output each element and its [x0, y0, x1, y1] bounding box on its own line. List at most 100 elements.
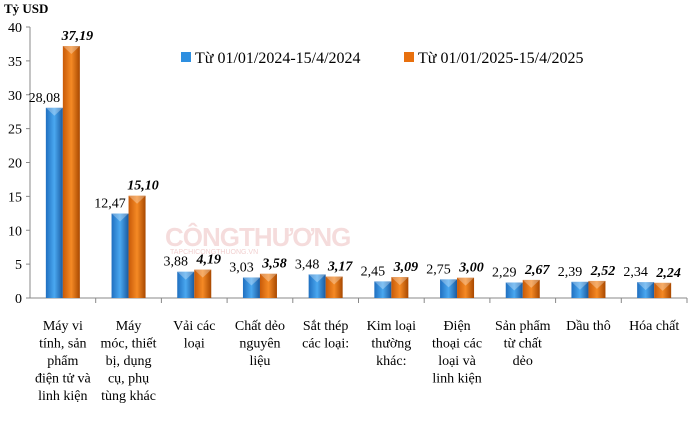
bar-2025 [62, 46, 80, 298]
legend-label: Từ 01/01/2025-15/4/2025 [418, 50, 584, 67]
category-label: Điện [443, 319, 470, 334]
data-label: 2,24 [655, 266, 681, 281]
bar-cap [325, 276, 343, 285]
category-label: các loại: [302, 337, 349, 352]
data-label: 2,52 [590, 264, 616, 279]
bar-cap [259, 273, 277, 282]
bar-2024 [505, 282, 523, 298]
bar-cap [45, 107, 63, 116]
category-label: tính, sản [39, 337, 86, 352]
data-label: 2,39 [558, 265, 583, 280]
category-label: móc, thiết [101, 337, 157, 352]
data-label: 2,29 [492, 265, 517, 280]
category-label: liệu [249, 354, 270, 369]
bar-cap [654, 282, 672, 291]
category-label: cụ, phụ [108, 372, 149, 387]
category-label: điện tử và [35, 372, 92, 387]
category-label: Sắt thép [303, 319, 349, 334]
category-label: Hóa chất [629, 319, 679, 334]
bar-cap [62, 46, 80, 55]
category-label: từ chất [504, 337, 542, 352]
bar-2024 [571, 281, 589, 298]
data-label: 15,10 [127, 179, 159, 194]
data-label: 37,19 [61, 29, 94, 44]
category-label: Máy [116, 319, 142, 334]
category-label: Chất dẻo [235, 319, 285, 334]
category-label: tùng khác [101, 389, 156, 404]
y-axis-label: Tỷ USD [4, 1, 48, 16]
data-label: 12,47 [94, 197, 126, 212]
y-tick-label: 20 [8, 157, 22, 172]
category-label: Sản phẩm [495, 319, 551, 334]
data-label: 3,03 [229, 260, 254, 275]
bar-cap [111, 213, 129, 222]
bar-cap [177, 271, 195, 280]
data-label: 4,19 [196, 253, 222, 268]
category-label: thường [371, 337, 411, 352]
bar-2025 [128, 195, 146, 298]
bar-2025 [457, 277, 475, 298]
category-label: Máy vi [43, 319, 83, 334]
y-tick-label: 25 [8, 123, 22, 138]
category-label: linh kiện [38, 389, 87, 404]
bar-2024 [440, 279, 458, 298]
bar-2025 [194, 269, 212, 298]
category-label: linh kiện [432, 372, 481, 387]
bar-2024 [177, 271, 195, 298]
legend-swatch-2024 [181, 52, 191, 62]
category-label: loại và [438, 354, 476, 369]
category-label: bị, dụng [106, 354, 152, 369]
bar-2025 [588, 280, 606, 298]
bar-cap [242, 277, 260, 286]
bar-2024 [111, 213, 129, 298]
y-tick-label: 15 [8, 190, 22, 205]
bar-cap [391, 277, 409, 286]
category-label: dẻo [513, 354, 533, 369]
y-tick-label: 30 [8, 89, 22, 104]
bar-2025 [325, 276, 343, 298]
data-label: 2,75 [426, 262, 451, 277]
bar-2025 [522, 279, 540, 298]
y-tick-label: 10 [8, 224, 22, 239]
data-label: 3,09 [393, 260, 419, 275]
y-tick-label: 0 [15, 292, 22, 307]
data-label: 3,17 [327, 260, 354, 275]
legend-label: Từ 01/01/2024-15/4/2024 [195, 50, 361, 67]
bar-2025 [654, 282, 672, 298]
category-label: loại [184, 337, 205, 352]
bar-cap [637, 282, 655, 291]
bar-2024 [45, 107, 63, 299]
data-label: 28,08 [29, 91, 61, 106]
data-label: 3,00 [458, 261, 484, 276]
data-label: 2,34 [623, 265, 648, 280]
watermark-sub: TAPCHICONGTHUONG.VN [170, 249, 259, 256]
y-tick-label: 40 [8, 21, 22, 36]
category-label: nguyên [239, 337, 280, 352]
bar-cap [374, 281, 392, 290]
data-label: 2,45 [361, 264, 386, 279]
bar-cap [571, 281, 589, 290]
bar-cap [522, 279, 540, 288]
bar-cap [588, 280, 606, 289]
data-label: 3,88 [164, 255, 189, 270]
bar-cap [457, 277, 475, 286]
bar-cap [308, 274, 326, 283]
category-label: phẩm [47, 354, 78, 369]
watermark-logo: CÔNGTHƯƠNG [165, 222, 351, 252]
bar-2025 [391, 277, 409, 298]
y-tick-label: 35 [8, 55, 22, 70]
bar-2025 [259, 273, 277, 298]
data-label: 2,67 [524, 263, 551, 278]
bar-2024 [242, 277, 260, 298]
bar-2024 [637, 282, 655, 298]
bar-cap [194, 269, 212, 278]
bar-cap [505, 282, 523, 291]
category-label: thoại các [432, 337, 482, 352]
data-label: 3,58 [261, 257, 287, 272]
category-label: Kim loại [367, 319, 416, 334]
data-label: 3,48 [295, 257, 320, 272]
bar-cap [440, 279, 458, 288]
bar-cap [128, 195, 146, 204]
